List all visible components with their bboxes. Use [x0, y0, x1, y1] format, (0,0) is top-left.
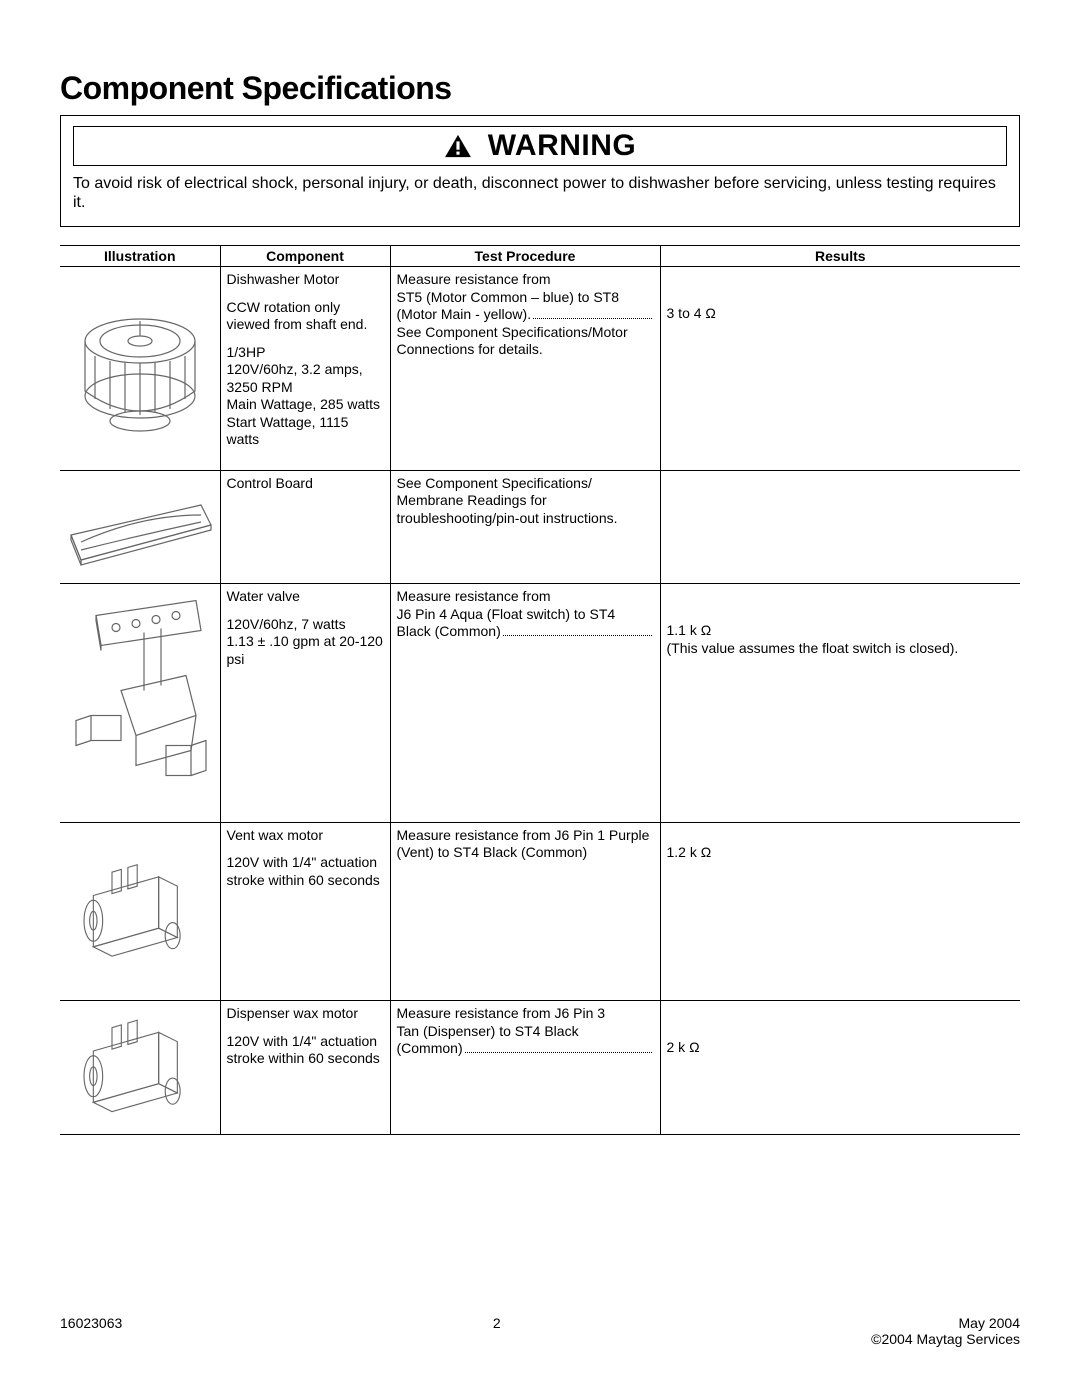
- warning-header: WARNING: [73, 126, 1007, 166]
- illustration-cell: [60, 470, 220, 584]
- table-row: Dispenser wax motor 120V with 1/4" actuat…: [60, 1001, 1020, 1135]
- test-lead: (Common): [397, 1040, 654, 1058]
- warning-box: WARNING To avoid risk of electrical shoc…: [60, 115, 1020, 227]
- warning-icon: [444, 134, 472, 158]
- test-cell: Measure resistance fromJ6 Pin 4 Aqua (Fl…: [390, 584, 660, 823]
- test-lead-text: Black (Common): [397, 623, 501, 641]
- test-cell: Measure resistance from J6 Pin 3Tan (Dis…: [390, 1001, 660, 1135]
- test-cell: See Component Specifications/ Membrane R…: [390, 470, 660, 584]
- dot-leader: [533, 318, 651, 319]
- component-cell: Dishwasher Motor CCW rotation only viewed…: [220, 267, 390, 471]
- component-text: 1/3HP 120V/60hz, 3.2 amps, 3250 RPM Main…: [227, 344, 384, 449]
- test-text: Measure resistance from: [397, 588, 654, 606]
- illustration-cell: [60, 584, 220, 823]
- component-text: CCW rotation only viewed from shaft end.: [227, 299, 384, 334]
- footer-date: May 2004: [871, 1315, 1020, 1331]
- illustration-cell: [60, 267, 220, 471]
- warning-text: To avoid risk of electrical shock, perso…: [73, 174, 1007, 212]
- test-lead-text: (Motor Main - yellow).: [397, 306, 532, 324]
- result-text: 3 to 4 Ω: [667, 305, 1015, 323]
- test-text: J6 Pin 4 Aqua (Float switch) to ST4: [397, 606, 654, 624]
- component-text: Water valve: [227, 588, 384, 606]
- warning-label: WARNING: [488, 129, 637, 163]
- component-cell: Control Board: [220, 470, 390, 584]
- component-cell: Water valve 120V/60hz, 7 watts 1.13 ± .10…: [220, 584, 390, 823]
- result-cell: 1.1 k Ω(This value assumes the float swi…: [660, 584, 1020, 823]
- test-cell: Measure resistance fromST5 (Motor Common…: [390, 267, 660, 471]
- page-title: Component Specifications: [60, 70, 1020, 107]
- component-cell: Vent wax motor 120V with 1/4" actuation s…: [220, 822, 390, 1001]
- table-row: Vent wax motor 120V with 1/4" actuation s…: [60, 822, 1020, 1001]
- test-text: Measure resistance from J6 Pin 3: [397, 1005, 654, 1023]
- test-cell: Measure resistance from J6 Pin 1 Purple …: [390, 822, 660, 1001]
- component-text: Control Board: [227, 475, 384, 493]
- result-text: 2 k Ω: [667, 1039, 1015, 1057]
- col-illustration: Illustration: [60, 246, 220, 267]
- result-cell: [660, 470, 1020, 584]
- col-results: Results: [660, 246, 1020, 267]
- component-text: Dispenser wax motor: [227, 1005, 384, 1023]
- test-text: Measure resistance from: [397, 271, 654, 289]
- test-lead: (Motor Main - yellow).: [397, 306, 654, 324]
- test-text: Tan (Dispenser) to ST4 Black: [397, 1023, 654, 1041]
- component-text: 120V with 1/4" actuation stroke within 6…: [227, 854, 384, 889]
- result-cell: 1.2 k Ω: [660, 822, 1020, 1001]
- result-cell: 3 to 4 Ω: [660, 267, 1020, 471]
- test-lead-text: (Common): [397, 1040, 463, 1058]
- test-lead: Black (Common): [397, 623, 654, 641]
- footer-copyright: ©2004 Maytag Services: [871, 1331, 1020, 1347]
- result-text: 1.2 k Ω: [667, 844, 1015, 862]
- test-text: Measure resistance from J6 Pin 1 Purple …: [397, 827, 654, 862]
- illustration-cell: [60, 1001, 220, 1135]
- page-footer: 16023063 2 May 2004 ©2004 Maytag Service…: [60, 1315, 1020, 1347]
- test-text: See Component Specifications/Motor Conne…: [397, 324, 654, 359]
- component-text: 120V/60hz, 7 watts 1.13 ± .10 gpm at 20-…: [227, 616, 384, 669]
- test-text: See Component Specifications/ Membrane R…: [397, 475, 654, 528]
- table-row: Water valve 120V/60hz, 7 watts 1.13 ± .10…: [60, 584, 1020, 823]
- component-text: Vent wax motor: [227, 827, 384, 845]
- test-text: ST5 (Motor Common – blue) to ST8: [397, 289, 654, 307]
- dot-leader: [503, 635, 652, 636]
- table-row: Control Board See Component Specification…: [60, 470, 1020, 584]
- spec-table: Illustration Component Test Procedure Re…: [60, 245, 1020, 1135]
- footer-pagenum: 2: [493, 1315, 501, 1347]
- component-cell: Dispenser wax motor 120V with 1/4" actuat…: [220, 1001, 390, 1135]
- col-test: Test Procedure: [390, 246, 660, 267]
- col-component: Component: [220, 246, 390, 267]
- illustration-cell: [60, 822, 220, 1001]
- footer-docnum: 16023063: [60, 1315, 122, 1347]
- dot-leader: [465, 1052, 652, 1053]
- table-row: Dishwasher Motor CCW rotation only viewed…: [60, 267, 1020, 471]
- result-text: 1.1 k Ω: [667, 622, 1015, 640]
- component-text: Dishwasher Motor: [227, 271, 384, 289]
- component-text: 120V with 1/4" actuation stroke within 6…: [227, 1033, 384, 1068]
- result-text: (This value assumes the float switch is …: [667, 640, 1015, 658]
- result-cell: 2 k Ω: [660, 1001, 1020, 1135]
